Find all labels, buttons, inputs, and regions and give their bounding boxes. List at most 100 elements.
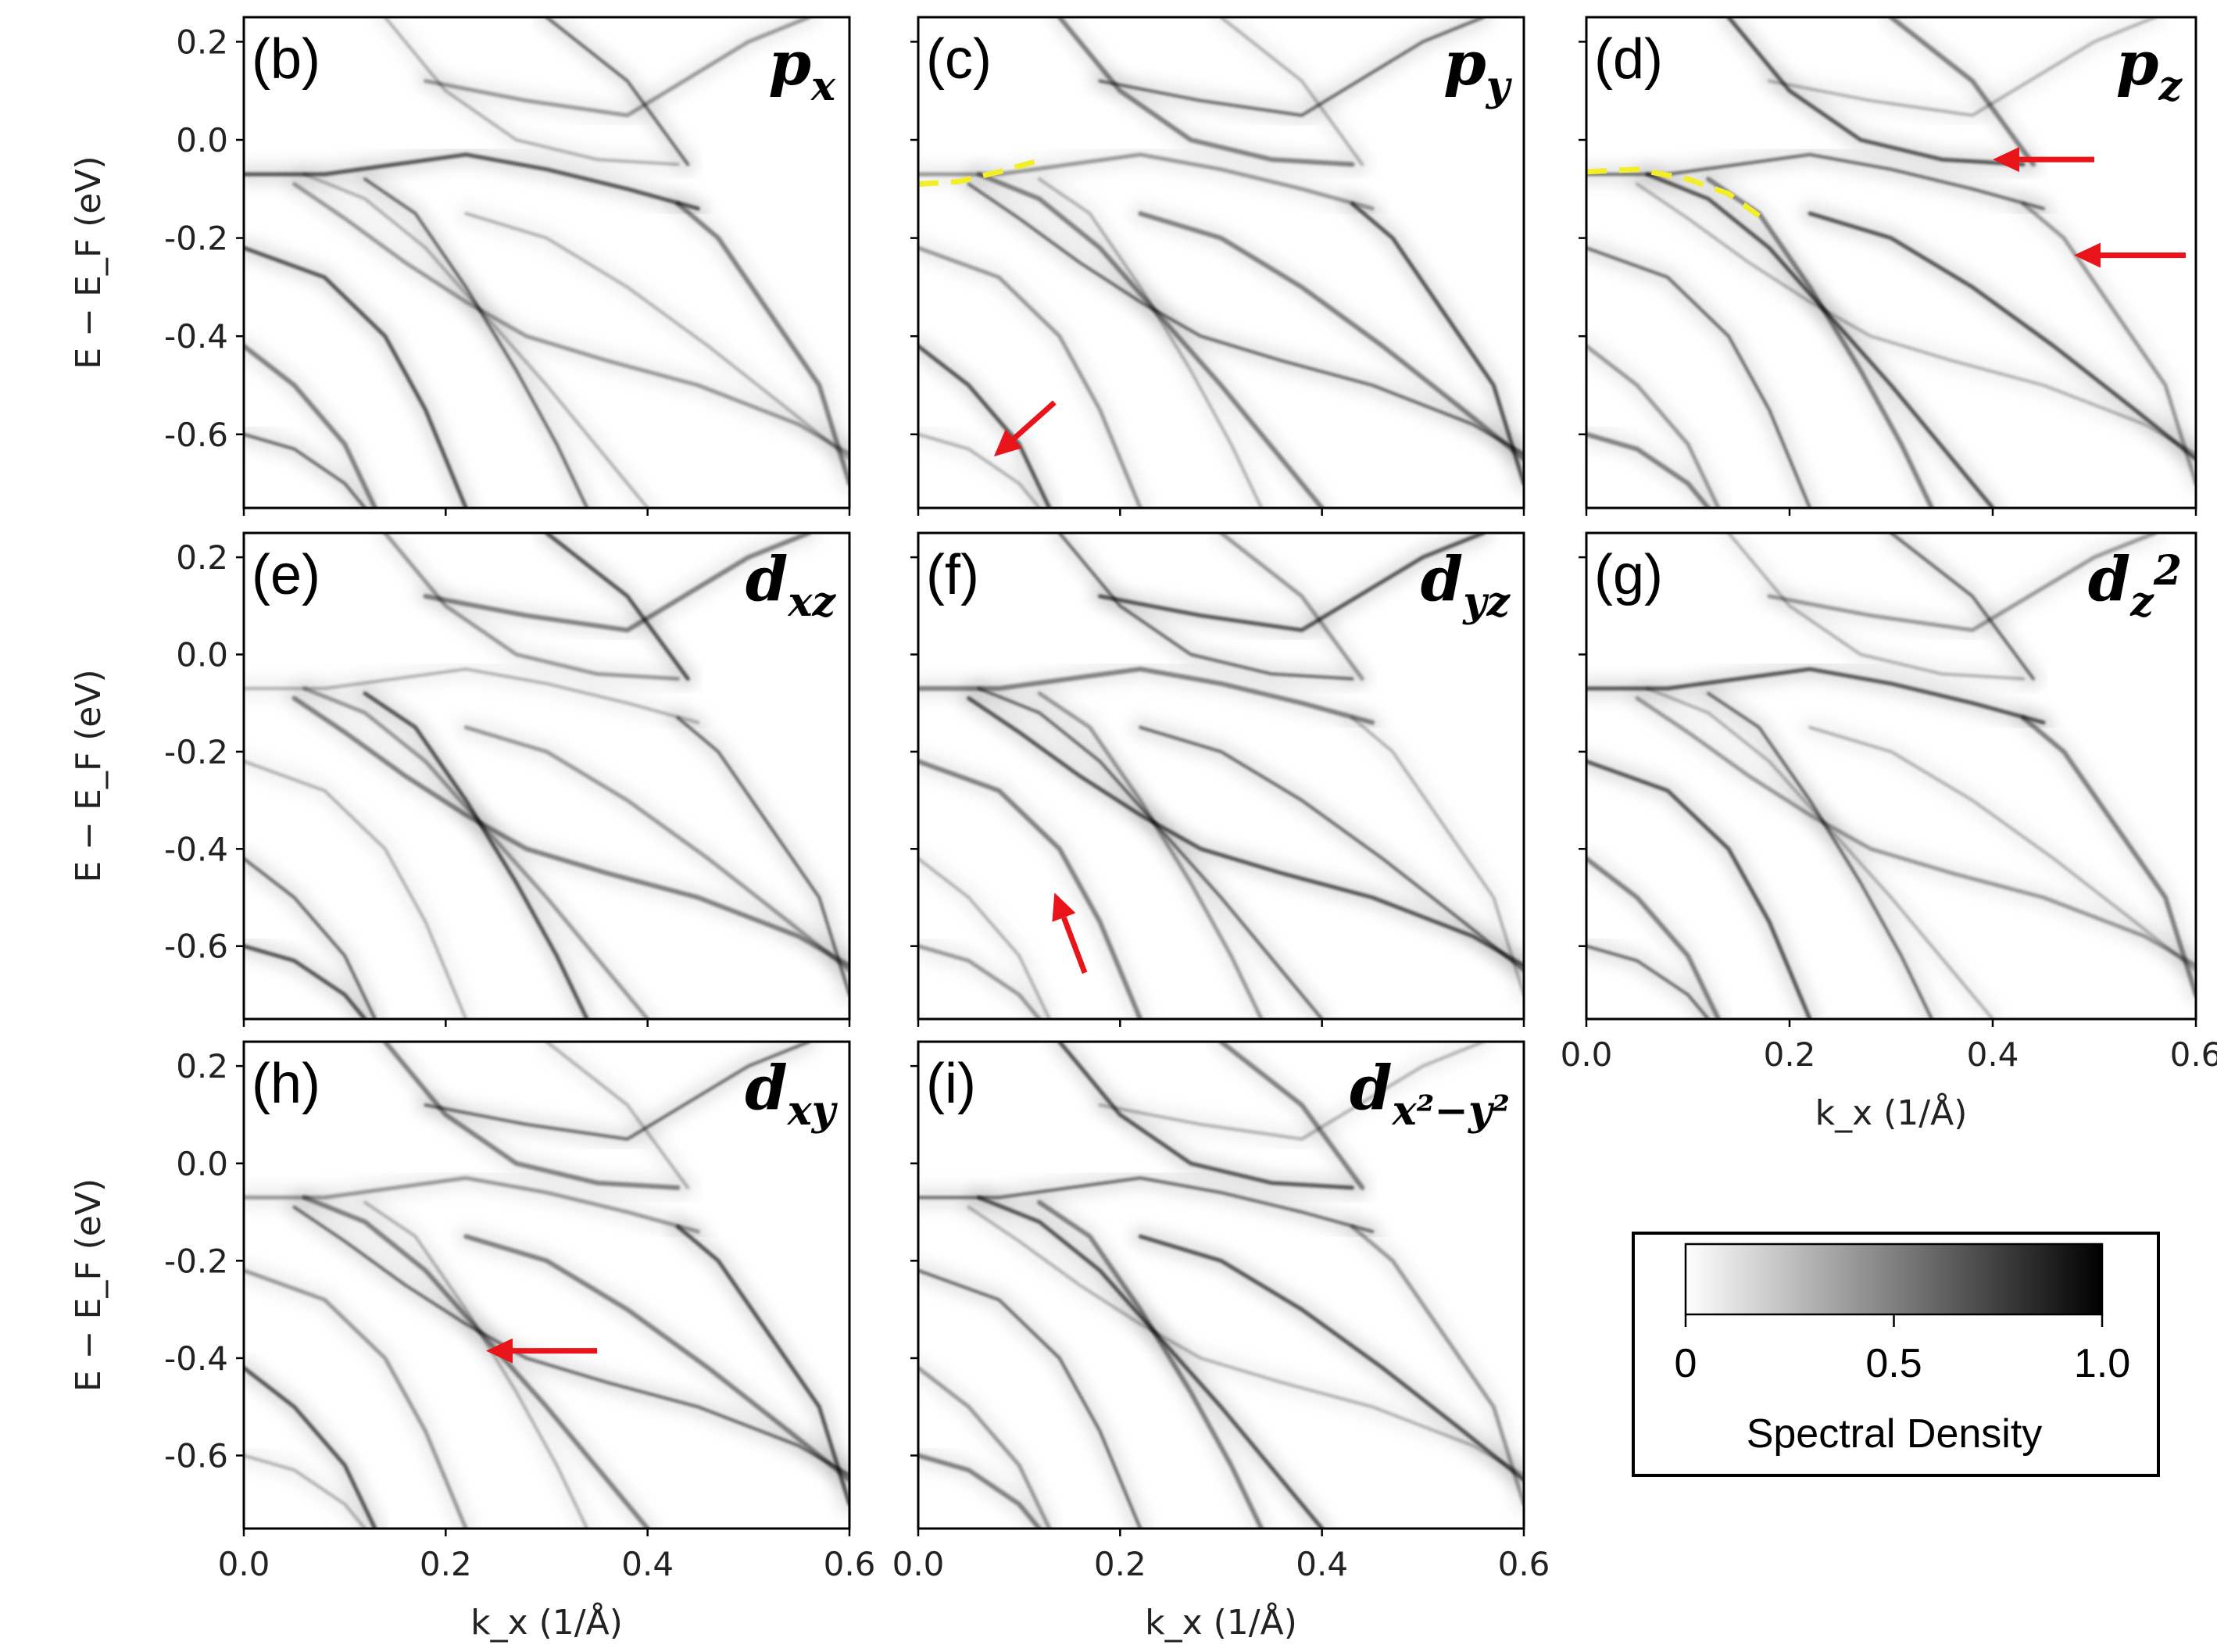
band-upper-cone-left <box>1057 17 1355 167</box>
y-tick-label: -0.4 <box>164 317 228 356</box>
band-middle-arc <box>1808 725 2196 972</box>
panel-label: (g) <box>1594 544 1663 606</box>
band-upper-cone-left <box>1726 17 2026 166</box>
band-lower-arc-1 <box>918 1268 1142 1529</box>
band-upper-cone-right <box>1219 17 1364 166</box>
red-arrow <box>993 400 1057 457</box>
panel-h-bands <box>244 1042 849 1529</box>
panel-e: 0.2 0.0 -0.2 -0.4 -0.6 E − E_F (eV) (e) dxz <box>69 531 851 1027</box>
panel-i-bands <box>918 1042 1524 1529</box>
orbital-label: px <box>768 28 836 110</box>
orbital-label: dxy <box>745 1053 839 1135</box>
x-tick-label: 0.4 <box>1296 1545 1348 1583</box>
band-steep-right <box>675 201 849 486</box>
band-upper-cone-right <box>545 1042 690 1189</box>
band-lower-arc-1 <box>918 245 1142 508</box>
y-tick-label: 0.0 <box>176 1145 228 1183</box>
panel-label: (i) <box>926 1053 976 1115</box>
red-arrow <box>486 1338 598 1364</box>
band-upper-cone-right <box>1219 533 1364 681</box>
band-upper-cone-right <box>1218 1042 1365 1190</box>
orbital-label: dyz <box>1421 544 1511 626</box>
band-upper-arc <box>423 533 812 633</box>
panel-g-frame <box>1585 531 2197 1021</box>
colorbar-gradient <box>1684 1243 2104 1316</box>
panel-h-frame <box>242 1040 851 1530</box>
colorbar-tick-label: 0.5 <box>1865 1341 1922 1386</box>
band-cross-3 <box>1635 696 2196 968</box>
orbital-label: dxz <box>746 544 837 626</box>
panel-d-bands <box>1586 17 2196 508</box>
band-cross-2 <box>1037 1200 1264 1529</box>
y-tick-label: -0.6 <box>164 1437 228 1475</box>
band-cross-3 <box>967 182 1524 456</box>
band-cross-2 <box>1037 691 1264 1019</box>
panel-d-frame <box>1585 16 2197 510</box>
band-middle-arc <box>463 725 849 973</box>
band-bottom-pocket <box>918 1453 1042 1529</box>
panel-f-bands <box>918 533 1524 1019</box>
panel-label: (c) <box>926 28 992 91</box>
x-tick-label: 0.2 <box>1094 1545 1146 1583</box>
x-tick-label: 0.4 <box>1967 1035 2019 1074</box>
band-upper-arc <box>424 1042 811 1141</box>
y-tick-label: -0.6 <box>164 416 228 454</box>
red-arrow <box>2074 242 2186 268</box>
yellow-dashed-curve <box>918 159 1035 187</box>
y-tick-label: -0.4 <box>164 1339 228 1378</box>
panel-c-frame <box>917 16 1525 510</box>
x-axis-title: k_x (1/Å) <box>470 1601 623 1643</box>
band-upper-arc <box>1098 533 1486 632</box>
y-tick-label: -0.6 <box>164 928 228 966</box>
band-cross-2 <box>1038 177 1264 508</box>
band-cross-3 <box>967 696 1524 968</box>
y-tick-label: -0.2 <box>164 220 228 258</box>
panel-g: 0.0 0.2 0.4 0.6 k_x (1/Å) (g) dz2 <box>1561 531 2217 1133</box>
band-upper-cone-left <box>382 1042 681 1190</box>
band-cross-2 <box>363 177 589 508</box>
panel-h: 0.2 0.0 -0.2 -0.4 -0.6 0.0 0.2 0.4 0.6 E − E_F (e… <box>69 1040 876 1643</box>
band-middle-arc <box>1139 725 1524 972</box>
band-lower-arc-2 <box>918 344 1052 508</box>
y-tick-label: -0.2 <box>164 733 228 771</box>
y-axis-title: E − E_F (eV) <box>69 669 109 882</box>
band-upper-cone-left <box>383 533 680 681</box>
band-cross-2 <box>1707 692 1933 1019</box>
band-lower-arc-1 <box>918 759 1143 1019</box>
band-upper-arc <box>1098 17 1486 117</box>
x-tick-label: 0.2 <box>1764 1035 1816 1074</box>
x-tick-label: 0.6 <box>824 1545 876 1583</box>
colorbar-label: Spectral Density <box>1747 1411 2043 1457</box>
band-upper-cone-left <box>1727 533 2025 681</box>
orbital-label: py <box>1443 28 1513 110</box>
band-steep-right <box>1350 202 1524 486</box>
band-lower-arc-2 <box>1586 344 1721 508</box>
band-upper-cone-right <box>545 533 690 681</box>
panel-label: (h) <box>252 1053 320 1115</box>
panel-e-frame <box>242 531 851 1021</box>
y-tick-label: 0.0 <box>176 636 228 674</box>
colorbar-ticks: 0 0.5 1.0 <box>1675 1314 2130 1386</box>
y-tick-label: -0.4 <box>164 830 228 868</box>
band-lower-arc-2 <box>1586 856 1721 1019</box>
x-tick-label: 0.6 <box>1498 1545 1550 1583</box>
band-bottom-pocket <box>1586 431 1711 508</box>
x-axis-title: k_x (1/Å) <box>1815 1092 1968 1133</box>
band-bottom-pocket <box>918 432 1041 508</box>
band-cross-3 <box>292 182 849 456</box>
panel-b: 0.2 0.0 -0.2 -0.4 -0.6 E − E_F (eV) (b) px <box>69 16 851 516</box>
band-upper-arc <box>1768 17 2157 117</box>
band-lower-arc-1 <box>1586 759 1812 1019</box>
band-bottom-pocket <box>244 1454 367 1529</box>
band-lower-arc-2 <box>918 1365 1052 1529</box>
panel-c-bands <box>918 17 1524 508</box>
panel-b-bands <box>244 17 849 508</box>
yellow-dashed-curve <box>1586 166 1761 219</box>
band-cross-2 <box>363 691 589 1019</box>
band-bottom-pocket <box>918 944 1042 1019</box>
panel-i-frame <box>917 1040 1525 1530</box>
band-upper-cone-right <box>545 17 690 166</box>
panel-label: (d) <box>1594 28 1663 91</box>
band-upper-cone-right <box>1889 17 2036 167</box>
